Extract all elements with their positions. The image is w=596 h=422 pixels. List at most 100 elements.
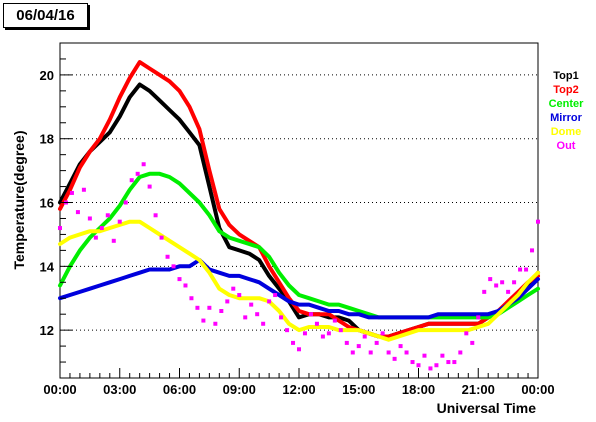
- x-tick-label: 00:00: [521, 382, 554, 397]
- series-point-out: [273, 293, 278, 298]
- series-point-out: [434, 363, 439, 368]
- series-point-out: [314, 321, 319, 326]
- series-point-out: [374, 340, 379, 345]
- plot-title-box: 06/04/16: [3, 3, 88, 28]
- series-point-out: [153, 213, 158, 218]
- series-point-out: [392, 356, 397, 361]
- series-point-out: [494, 283, 499, 288]
- series-point-out: [171, 264, 176, 269]
- x-axis-title: Universal Time: [437, 400, 537, 416]
- series-group: [58, 60, 540, 371]
- series-point-out: [237, 293, 242, 298]
- series-point-out: [500, 280, 505, 285]
- series-line-center: [58, 171, 540, 320]
- x-tick-label: 18:00: [402, 382, 435, 397]
- series-point-out: [75, 210, 80, 215]
- series-line-top1: [58, 82, 540, 339]
- series-point-out: [440, 353, 445, 358]
- series-point-out: [255, 312, 260, 317]
- series-point-out: [506, 289, 511, 294]
- legend-entry-top2: Top2: [553, 84, 578, 96]
- series-point-out: [350, 350, 355, 355]
- series-point-out: [147, 184, 152, 189]
- legend-entry-center: Center: [549, 98, 585, 110]
- y-tick-label: 16: [40, 196, 54, 211]
- series-point-out: [518, 267, 523, 272]
- series-point-out: [135, 171, 140, 176]
- series-point-out: [141, 162, 146, 167]
- series-point-out: [452, 360, 457, 365]
- legend-entry-top1: Top1: [553, 70, 578, 82]
- series-point-out: [183, 283, 188, 288]
- series-point-out: [512, 280, 517, 285]
- series-point-out: [297, 347, 301, 352]
- series-point-out: [446, 360, 451, 365]
- series-point-out: [428, 366, 433, 371]
- y-tick-label: 12: [40, 323, 54, 338]
- series-point-out: [464, 331, 469, 336]
- series-point-out: [326, 331, 331, 336]
- series-point-out: [470, 340, 475, 345]
- series-point-out: [81, 187, 86, 192]
- series-point-out: [165, 254, 170, 259]
- series-point-out: [105, 213, 110, 218]
- series-point-out: [482, 289, 487, 294]
- series-point-out: [243, 315, 248, 320]
- series-point-out: [380, 331, 385, 336]
- series-point-out: [356, 344, 361, 349]
- series-point-out: [362, 334, 367, 339]
- series-point-out: [285, 328, 290, 333]
- x-tick-label: 15:00: [342, 382, 375, 397]
- series-point-out: [291, 340, 296, 345]
- series-point-out: [536, 219, 540, 224]
- series-point-out: [422, 353, 427, 358]
- series-point-out: [195, 305, 200, 310]
- series-point-out: [416, 363, 421, 368]
- series-point-out: [189, 296, 194, 301]
- y-tick-label: 14: [40, 259, 55, 274]
- series-point-out: [69, 190, 74, 195]
- series-point-out: [249, 302, 254, 307]
- series-point-out: [58, 226, 62, 231]
- x-tick-label: 21:00: [462, 382, 495, 397]
- series-point-out: [368, 350, 373, 355]
- series-line-mirror: [58, 258, 540, 320]
- series-point-out: [207, 305, 212, 310]
- series-point-out: [231, 286, 236, 291]
- series-point-out: [530, 248, 535, 253]
- series-point-out: [177, 277, 182, 282]
- plot-title: 06/04/16: [16, 7, 75, 24]
- x-tick-label: 03:00: [103, 382, 136, 397]
- series-point-out: [93, 235, 98, 240]
- series-point-out: [410, 360, 415, 365]
- series-point-out: [201, 318, 206, 323]
- series-line-dome: [58, 219, 540, 342]
- series-point-out: [524, 267, 529, 272]
- y-axis-title: Temperature(degree): [11, 130, 27, 269]
- y-tick-label: 18: [40, 132, 54, 147]
- series-point-out: [332, 318, 337, 323]
- series-point-out: [261, 321, 266, 326]
- series-point-out: [458, 350, 463, 355]
- series-point-out: [302, 331, 307, 336]
- series-point-out: [213, 321, 218, 326]
- series-point-out: [488, 277, 493, 282]
- x-tick-label: 12:00: [282, 382, 315, 397]
- series-point-out: [476, 315, 481, 320]
- x-tick-label: 00:00: [43, 382, 76, 397]
- x-tick-label: 09:00: [223, 382, 256, 397]
- series-point-out: [87, 216, 92, 221]
- legend: Top1 Top2 Center Mirror Dome Out: [549, 70, 585, 152]
- series-point-out: [225, 299, 230, 304]
- series-point-out: [129, 178, 134, 183]
- series-point-out: [219, 309, 224, 313]
- series-point-out: [386, 350, 391, 355]
- series-point-out: [338, 328, 343, 333]
- series-point-out: [320, 334, 325, 339]
- series-point-out: [404, 350, 409, 355]
- series-line-top2: [58, 60, 540, 339]
- series-point-out: [344, 340, 349, 345]
- series-point-out: [99, 226, 104, 231]
- legend-entry-out: Out: [557, 140, 576, 152]
